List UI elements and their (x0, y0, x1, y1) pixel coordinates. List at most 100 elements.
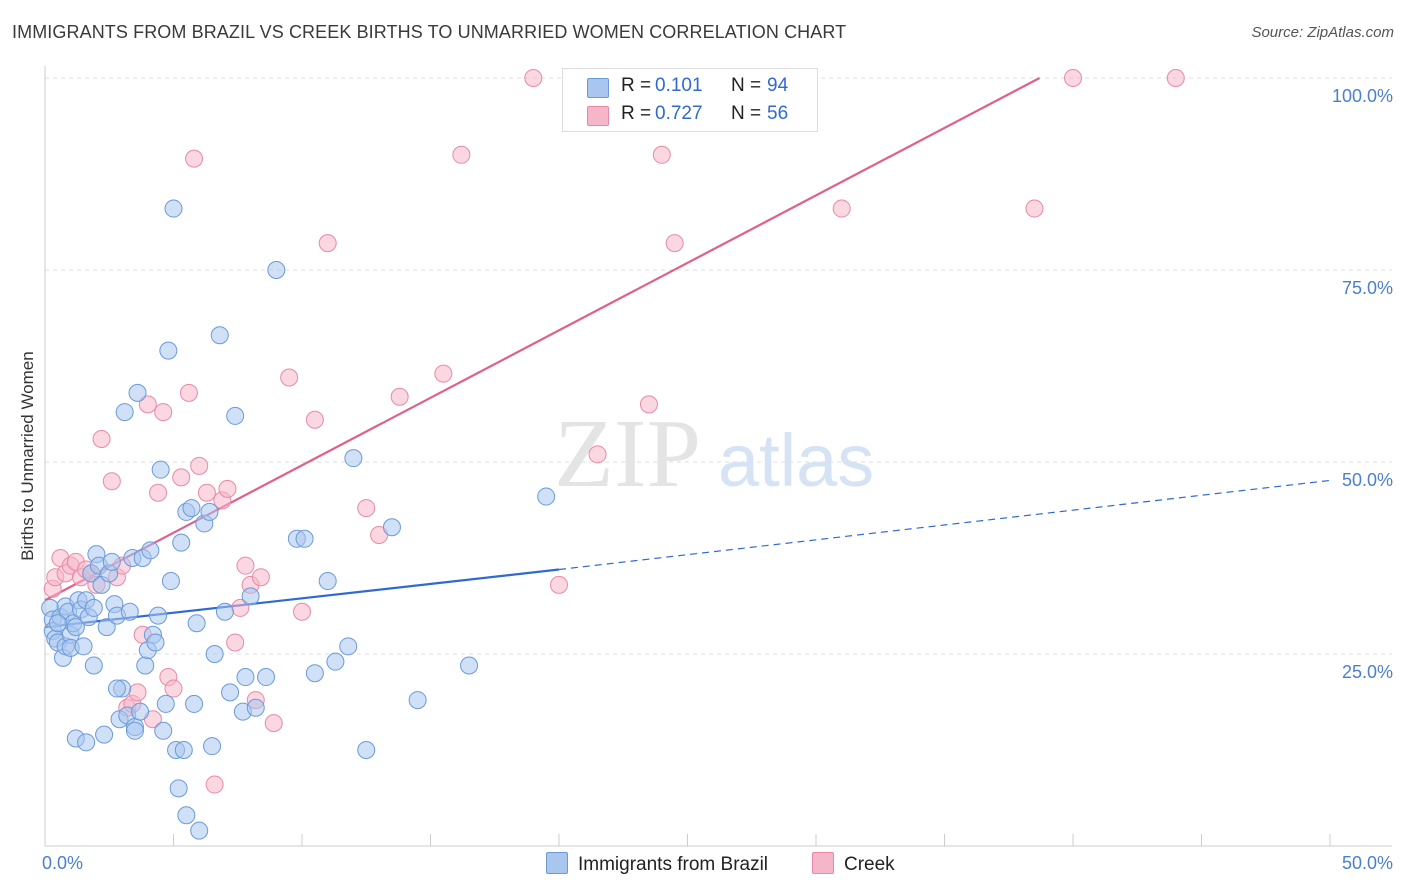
trend-lines (44, 77, 1331, 629)
creek-point (1064, 69, 1082, 87)
brazil-point (120, 602, 139, 621)
brazil-point (102, 552, 121, 571)
creek-point (652, 145, 671, 164)
legend-r-value: 0.727 (655, 103, 703, 124)
y-tick-label: 25.0% (1342, 662, 1393, 682)
creek-point (138, 395, 157, 414)
watermark-zip: ZIP (554, 400, 701, 508)
brazil-point (460, 656, 479, 675)
brazil-point (77, 733, 96, 752)
creek-point (293, 602, 311, 621)
legend-n-value: 56 (767, 103, 789, 124)
bottom-legend-creek: Creek (812, 852, 895, 876)
brazil-point (169, 779, 188, 798)
brazil-point (84, 656, 103, 675)
brazil-trend-extension (558, 479, 1331, 571)
brazil-point (125, 721, 144, 740)
axes (44, 66, 1392, 847)
brazil-point (257, 668, 276, 687)
creek-point (251, 568, 270, 587)
x-tick-label: 0.0% (42, 853, 83, 873)
brazil-point (177, 806, 196, 825)
creek-point (452, 145, 471, 164)
brazil-point (48, 614, 67, 633)
creek-point (128, 683, 147, 702)
legend-n-label: N = (731, 103, 762, 124)
brazil-point (339, 637, 358, 656)
chart-title: IMMIGRANTS FROM BRAZIL VS CREEK BIRTHS T… (12, 22, 847, 42)
brazil-point (210, 326, 229, 345)
brazil-point (185, 694, 204, 713)
brazil-point (537, 487, 556, 506)
legend-n-value: 94 (767, 75, 789, 96)
creek-point (185, 149, 204, 168)
legend-n-label: N = (731, 75, 762, 96)
brazil-point (154, 721, 173, 740)
brazil-point (221, 683, 240, 702)
brazil-point (161, 572, 180, 591)
creek-point (236, 556, 255, 575)
brazil-point (115, 403, 134, 422)
creek-point (588, 445, 607, 464)
brazil-point (267, 261, 286, 279)
creek-point (305, 410, 324, 429)
creek-point (550, 575, 568, 594)
legend-r-value: 0.101 (655, 75, 703, 96)
creek-point (190, 456, 209, 475)
brazil-point (326, 652, 345, 671)
brazil-point (84, 598, 103, 617)
brazil-point (172, 533, 191, 552)
brazil-point (246, 698, 265, 717)
creek-point (149, 483, 168, 502)
brazil-point (344, 449, 363, 468)
brazil-point (156, 694, 175, 713)
brazil-point (305, 664, 324, 683)
brazil-point (97, 618, 116, 637)
watermark-atlas: atlas (718, 419, 874, 502)
creek-point (197, 483, 216, 502)
brazil-point (66, 618, 85, 637)
brazil-point (318, 572, 337, 591)
bottom-legend-brazil: Immigrants from Brazil (546, 852, 768, 876)
legend-row-brazil: R = 0.101 N = 94 (563, 73, 817, 101)
brazil-swatch (587, 78, 609, 98)
creek-point (832, 199, 851, 218)
y-tick-label: 100.0% (1332, 86, 1393, 106)
brazil-point (205, 645, 224, 663)
creek-point (390, 387, 409, 406)
brazil-point (95, 725, 114, 744)
legend: R = 0.101 N = 94 R = 0.727 N = 56 (562, 68, 818, 132)
brazil-point (74, 637, 93, 656)
creek-swatch (587, 106, 609, 126)
source-label: Source: ZipAtlas.com (1251, 24, 1394, 41)
brazil-point (136, 656, 155, 675)
creek-point (264, 714, 283, 733)
creek-point (1025, 199, 1044, 218)
brazil-point (200, 502, 219, 521)
creek-point (1166, 69, 1185, 87)
y-tick-label: 75.0% (1342, 278, 1393, 298)
brazil-points (41, 199, 556, 840)
brazil-point (408, 691, 427, 710)
brazil-point (187, 614, 206, 633)
tick-labels: 25.0% 50.0% 75.0% 100.0% 0.0% 50.0% (42, 86, 1393, 873)
x-tick-label: 50.0% (1342, 853, 1393, 873)
brazil-point (241, 587, 260, 606)
creek-point (318, 234, 337, 253)
brazil-point (141, 541, 160, 560)
brazil-point (131, 702, 150, 721)
brazil-point (149, 606, 168, 625)
creek-point (357, 499, 376, 518)
brazil-point (357, 741, 376, 759)
creek-point (524, 69, 543, 87)
creek-point (172, 468, 191, 487)
creek-legend-swatch (812, 852, 834, 874)
creek-point (639, 395, 658, 414)
brazil-point (236, 668, 255, 687)
brazil-point (151, 460, 170, 479)
creek-point (92, 429, 111, 448)
brazil-point (107, 679, 126, 698)
brazil-legend-swatch (546, 852, 568, 874)
creek-point (665, 234, 684, 253)
creek-point (434, 364, 453, 383)
